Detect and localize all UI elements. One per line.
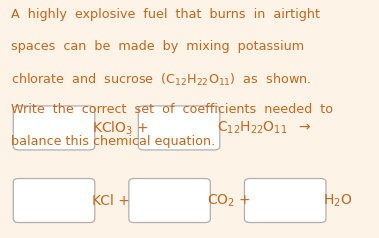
- FancyBboxPatch shape: [129, 178, 210, 223]
- Text: Write  the  correct  set  of  coefficients  needed  to: Write the correct set of coefficients ne…: [11, 103, 334, 116]
- FancyBboxPatch shape: [138, 106, 220, 150]
- Text: spaces  can  be  made  by  mixing  potassium: spaces can be made by mixing potassium: [11, 40, 304, 53]
- Text: CO$_2$ +: CO$_2$ +: [207, 193, 251, 209]
- FancyBboxPatch shape: [13, 178, 95, 223]
- Text: A  highly  explosive  fuel  that  burns  in  airtight: A highly explosive fuel that burns in ai…: [11, 8, 320, 21]
- Text: KCl +: KCl +: [92, 194, 130, 208]
- Text: chlorate  and  sucrose  (C$_{12}$H$_{22}$O$_{11}$)  as  shown.: chlorate and sucrose (C$_{12}$H$_{22}$O$…: [11, 72, 312, 88]
- Text: KClO$_3$ +: KClO$_3$ +: [92, 119, 149, 137]
- Text: H$_2$O: H$_2$O: [323, 193, 352, 209]
- Text: balance this chemical equation.: balance this chemical equation.: [11, 135, 216, 148]
- Text: C$_{12}$H$_{22}$O$_{11}$  $\rightarrow$: C$_{12}$H$_{22}$O$_{11}$ $\rightarrow$: [217, 120, 311, 136]
- FancyBboxPatch shape: [13, 106, 95, 150]
- FancyBboxPatch shape: [244, 178, 326, 223]
